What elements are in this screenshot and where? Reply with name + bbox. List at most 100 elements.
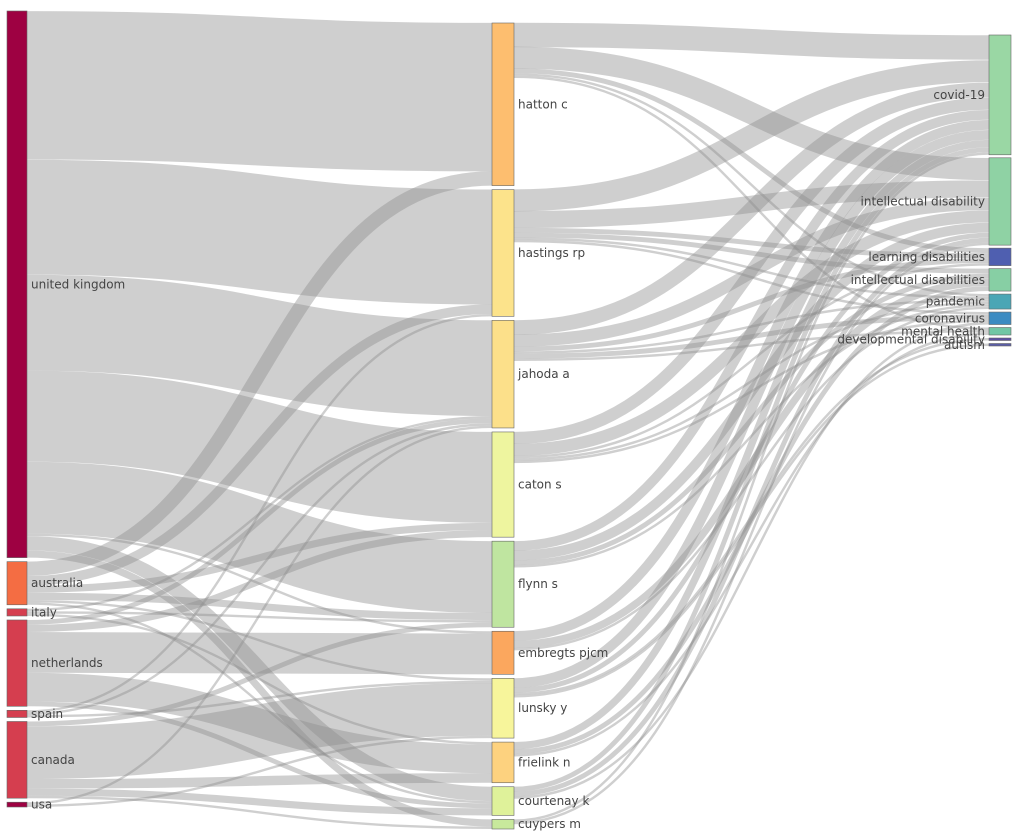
node-label-learn: learning disabilities: [868, 250, 985, 264]
node-label-us: usa: [31, 798, 52, 812]
link-frielink-mental: [513, 332, 990, 757]
link-ca-courtenay: [26, 788, 493, 816]
link-jahoda-mental: [513, 330, 990, 362]
link-uk-hatton: [26, 11, 493, 172]
link-nl-courtenay: [26, 701, 493, 809]
node-es[interactable]: [6, 709, 28, 718]
link-hastings-intdiss: [513, 232, 990, 274]
node-label-hastings: hastings rp: [518, 246, 585, 260]
node-it[interactable]: [6, 608, 28, 617]
node-label-uk: united kingdom: [31, 277, 125, 291]
node-courtenay[interactable]: [491, 786, 515, 816]
node-corona[interactable]: [988, 311, 1012, 325]
link-embregts-pand: [513, 306, 990, 651]
link-jahoda-learn: [513, 258, 990, 352]
node-label-it: italy: [31, 605, 57, 619]
link-jahoda-covid: [513, 82, 990, 335]
link-hatton-pand: [513, 73, 990, 297]
node-lunsky[interactable]: [491, 678, 515, 739]
link-uk-cuypers: [26, 550, 493, 827]
node-label-covid: covid-19: [933, 88, 985, 102]
node-ca[interactable]: [6, 721, 28, 799]
node-caton[interactable]: [491, 431, 515, 538]
link-hastings-pand: [513, 237, 990, 300]
link-jahoda-pand: [513, 299, 990, 354]
node-au[interactable]: [6, 561, 28, 606]
link-nl-jahoda: [26, 418, 493, 625]
node-label-intdis: intellectual disability: [861, 194, 985, 208]
link-uk-jahoda: [26, 274, 493, 417]
link-hastings-learn: [513, 227, 990, 259]
node-label-flynn: flynn s: [518, 577, 558, 591]
node-label-mental: mental health: [901, 324, 985, 338]
node-uk[interactable]: [6, 10, 28, 558]
node-us[interactable]: [6, 801, 28, 808]
node-label-devdis: developmental disability: [837, 332, 985, 346]
node-hatton[interactable]: [491, 22, 515, 186]
link-ca-flynn: [26, 622, 493, 727]
node-label-pand: pandemic: [926, 295, 985, 309]
link-embregts-intdiss: [513, 278, 990, 649]
link-lunsky-intdis: [513, 232, 990, 693]
link-ca-cuypers: [26, 795, 493, 830]
link-cuypers-covid: [513, 152, 990, 822]
link-courtenay-corona: [513, 322, 990, 799]
link-es-jahoda: [26, 423, 493, 716]
node-frielink[interactable]: [491, 741, 515, 784]
node-hastings[interactable]: [491, 189, 515, 317]
link-nl-frielink: [26, 672, 493, 774]
link-flynn-pand: [513, 304, 990, 568]
link-caton-covid: [513, 97, 990, 445]
link-au-lunsky: [26, 599, 493, 681]
node-label-corona: coronavirus: [915, 311, 985, 325]
node-label-frielink: frielink n: [518, 755, 571, 769]
link-nl-embregts: [26, 631, 493, 675]
node-flynn[interactable]: [491, 540, 515, 628]
node-pand[interactable]: [988, 293, 1012, 310]
link-uk-flynn: [26, 461, 493, 613]
node-learn[interactable]: [988, 247, 1012, 266]
link-flynn-intdiss: [513, 273, 990, 566]
sankey-nodes: [6, 10, 1012, 830]
link-uk-courtenay: [26, 536, 493, 802]
link-ca-frielink: [26, 773, 493, 789]
node-devdis[interactable]: [988, 337, 1012, 341]
node-nl[interactable]: [6, 619, 28, 707]
link-hastings-intdis: [513, 180, 990, 229]
node-label-autism: autism: [944, 338, 985, 352]
link-courtenay-intdis: [513, 237, 990, 797]
node-embregts[interactable]: [491, 630, 515, 675]
node-label-embregts: embregts pjcm: [518, 646, 608, 660]
link-hatton-learn: [513, 68, 990, 254]
link-flynn-covid: [513, 109, 990, 551]
node-autism[interactable]: [988, 343, 1012, 347]
link-au-hatton: [26, 171, 493, 577]
node-cuypers[interactable]: [491, 819, 515, 830]
link-hatton-mental: [513, 75, 990, 330]
node-mental[interactable]: [988, 327, 1012, 336]
sankey-labels: united kingdom australia italy netherlands s…: [31, 88, 985, 831]
link-cuypers-intdis: [513, 242, 990, 825]
link-uk-caton: [26, 370, 493, 523]
link-lunsky-autism: [513, 343, 990, 698]
link-hastings-corona: [513, 239, 990, 315]
node-intdiss[interactable]: [988, 268, 1012, 292]
link-embregts-covid: [513, 119, 990, 641]
link-caton-corona: [513, 319, 990, 464]
link-frielink-intdiss: [513, 286, 990, 755]
node-intdis[interactable]: [988, 157, 1012, 246]
link-caton-pand: [513, 301, 990, 461]
link-it-flynn: [26, 611, 493, 623]
link-lunsky-devdis: [513, 338, 990, 696]
node-covid[interactable]: [988, 34, 1012, 156]
link-courtenay-covid: [513, 147, 990, 792]
link-hastings-covid: [513, 60, 990, 212]
link-us-jahoda: [26, 425, 493, 805]
link-es-hastings: [26, 313, 493, 713]
link-au-courtenay: [26, 602, 493, 804]
node-label-courtenay: courtenay k: [518, 794, 589, 808]
sankey-links: [26, 11, 990, 830]
link-au-caton: [26, 522, 493, 593]
node-jahoda[interactable]: [491, 320, 515, 429]
